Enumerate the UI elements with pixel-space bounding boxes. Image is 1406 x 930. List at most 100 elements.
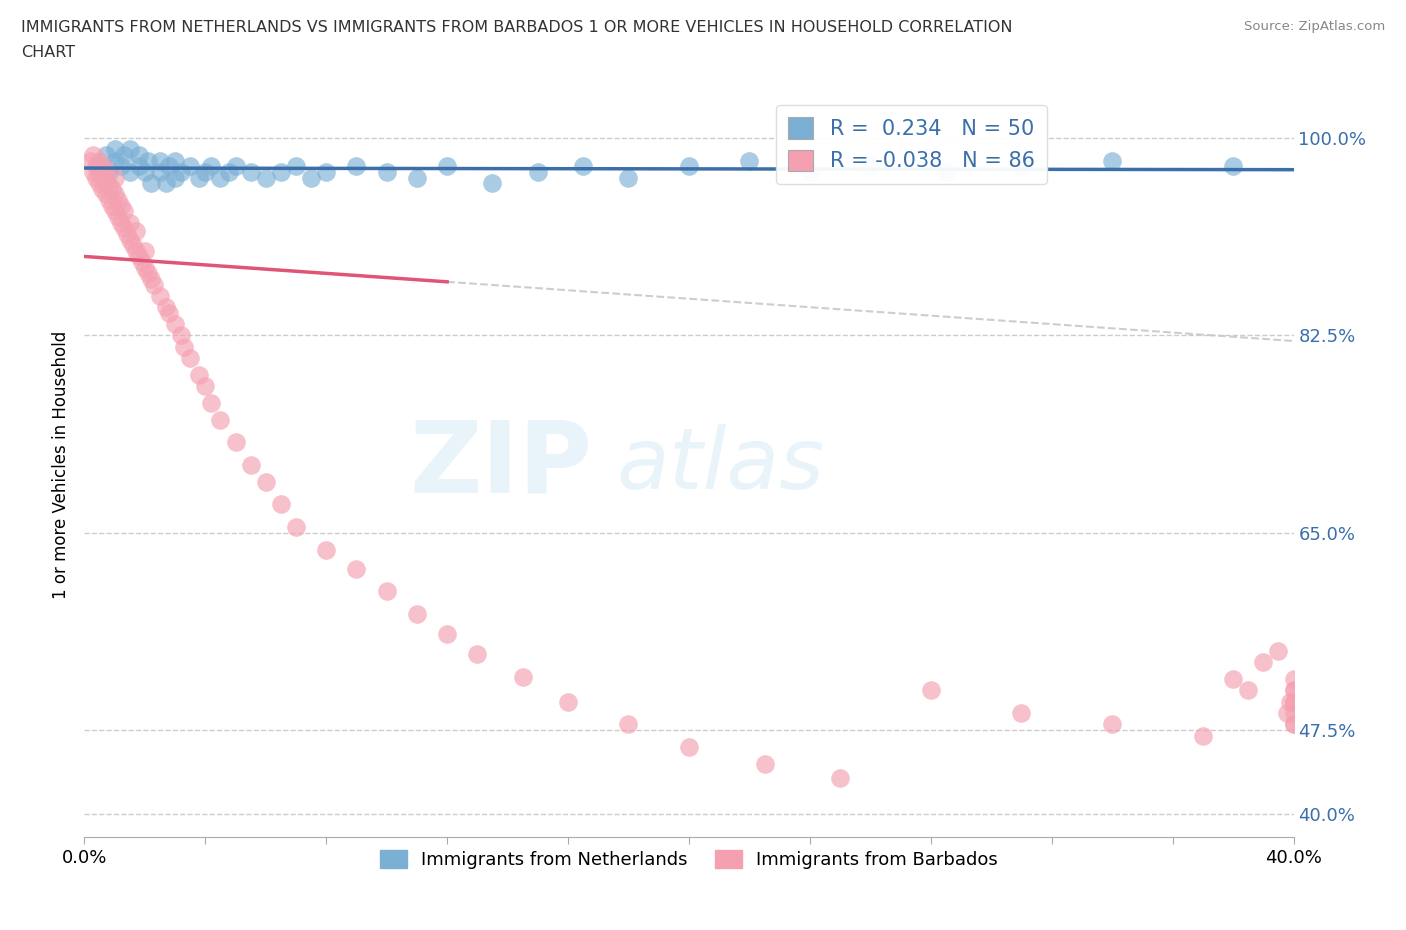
Point — [91, 166, 114, 181]
Point — [128, 159, 150, 174]
Point — [1011, 706, 1033, 721]
Point — [110, 198, 132, 213]
Point — [142, 277, 165, 292]
Point — [155, 176, 177, 191]
Point — [118, 215, 141, 230]
Point — [194, 165, 217, 179]
Point — [125, 244, 148, 259]
Point — [1101, 153, 1123, 168]
Point — [91, 159, 114, 174]
Point — [1282, 683, 1305, 698]
Point — [209, 413, 232, 428]
Point — [139, 176, 162, 191]
Point — [935, 165, 957, 179]
Point — [557, 695, 579, 710]
Point — [188, 170, 211, 185]
Point — [112, 148, 135, 163]
Point — [1101, 717, 1123, 732]
Point — [94, 162, 117, 177]
Point — [149, 288, 172, 303]
Text: CHART: CHART — [21, 45, 75, 60]
Point — [225, 435, 247, 450]
Point — [285, 159, 308, 174]
Point — [1237, 683, 1260, 698]
Point — [89, 165, 111, 179]
Point — [97, 193, 120, 207]
Point — [346, 159, 368, 174]
Point — [1267, 644, 1289, 658]
Point — [79, 153, 101, 168]
Point — [100, 181, 122, 196]
Point — [89, 153, 111, 168]
Point — [179, 351, 201, 365]
Point — [315, 542, 337, 557]
Point — [1011, 159, 1033, 174]
Point — [754, 756, 776, 771]
Point — [110, 215, 132, 230]
Point — [218, 165, 240, 179]
Point — [436, 159, 458, 174]
Point — [617, 717, 640, 732]
Point — [89, 159, 111, 174]
Point — [270, 165, 292, 179]
Point — [436, 627, 458, 642]
Point — [128, 249, 150, 264]
Point — [149, 165, 172, 179]
Point — [104, 142, 127, 157]
Point — [1253, 655, 1275, 670]
Point — [1282, 671, 1305, 686]
Point — [239, 165, 262, 179]
Text: IMMIGRANTS FROM NETHERLANDS VS IMMIGRANTS FROM BARBADOS 1 OR MORE VEHICLES IN HO: IMMIGRANTS FROM NETHERLANDS VS IMMIGRANT… — [21, 20, 1012, 35]
Point — [481, 176, 503, 191]
Point — [121, 238, 143, 253]
Point — [118, 232, 141, 247]
Point — [406, 170, 429, 185]
Point — [155, 299, 177, 314]
Point — [1282, 683, 1305, 698]
Point — [110, 159, 132, 174]
Point — [149, 153, 172, 168]
Point — [86, 170, 108, 185]
Point — [89, 176, 111, 191]
Point — [115, 227, 138, 242]
Point — [1282, 717, 1305, 732]
Point — [118, 142, 141, 157]
Point — [112, 220, 135, 235]
Point — [157, 305, 180, 320]
Point — [91, 181, 114, 196]
Point — [136, 153, 159, 168]
Point — [1282, 695, 1305, 710]
Point — [678, 159, 700, 174]
Point — [104, 153, 127, 168]
Point — [1277, 706, 1299, 721]
Point — [104, 170, 127, 185]
Point — [165, 170, 187, 185]
Point — [617, 170, 640, 185]
Point — [1282, 695, 1305, 710]
Text: Source: ZipAtlas.com: Source: ZipAtlas.com — [1244, 20, 1385, 33]
Point — [225, 159, 247, 174]
Point — [1192, 728, 1215, 743]
Point — [139, 272, 162, 286]
Point — [188, 367, 211, 382]
Point — [194, 379, 217, 393]
Point — [170, 165, 193, 179]
Point — [200, 159, 222, 174]
Point — [270, 497, 292, 512]
Point — [179, 159, 201, 174]
Y-axis label: 1 or more Vehicles in Household: 1 or more Vehicles in Household — [52, 331, 70, 599]
Point — [82, 148, 104, 163]
Point — [165, 153, 187, 168]
Point — [678, 739, 700, 754]
Point — [346, 562, 368, 577]
Point — [406, 606, 429, 621]
Point — [107, 209, 129, 224]
Point — [1279, 695, 1302, 710]
Point — [82, 165, 104, 179]
Point — [107, 193, 129, 207]
Text: atlas: atlas — [616, 423, 824, 507]
Point — [125, 223, 148, 238]
Point — [97, 165, 120, 179]
Point — [254, 474, 277, 489]
Point — [134, 165, 156, 179]
